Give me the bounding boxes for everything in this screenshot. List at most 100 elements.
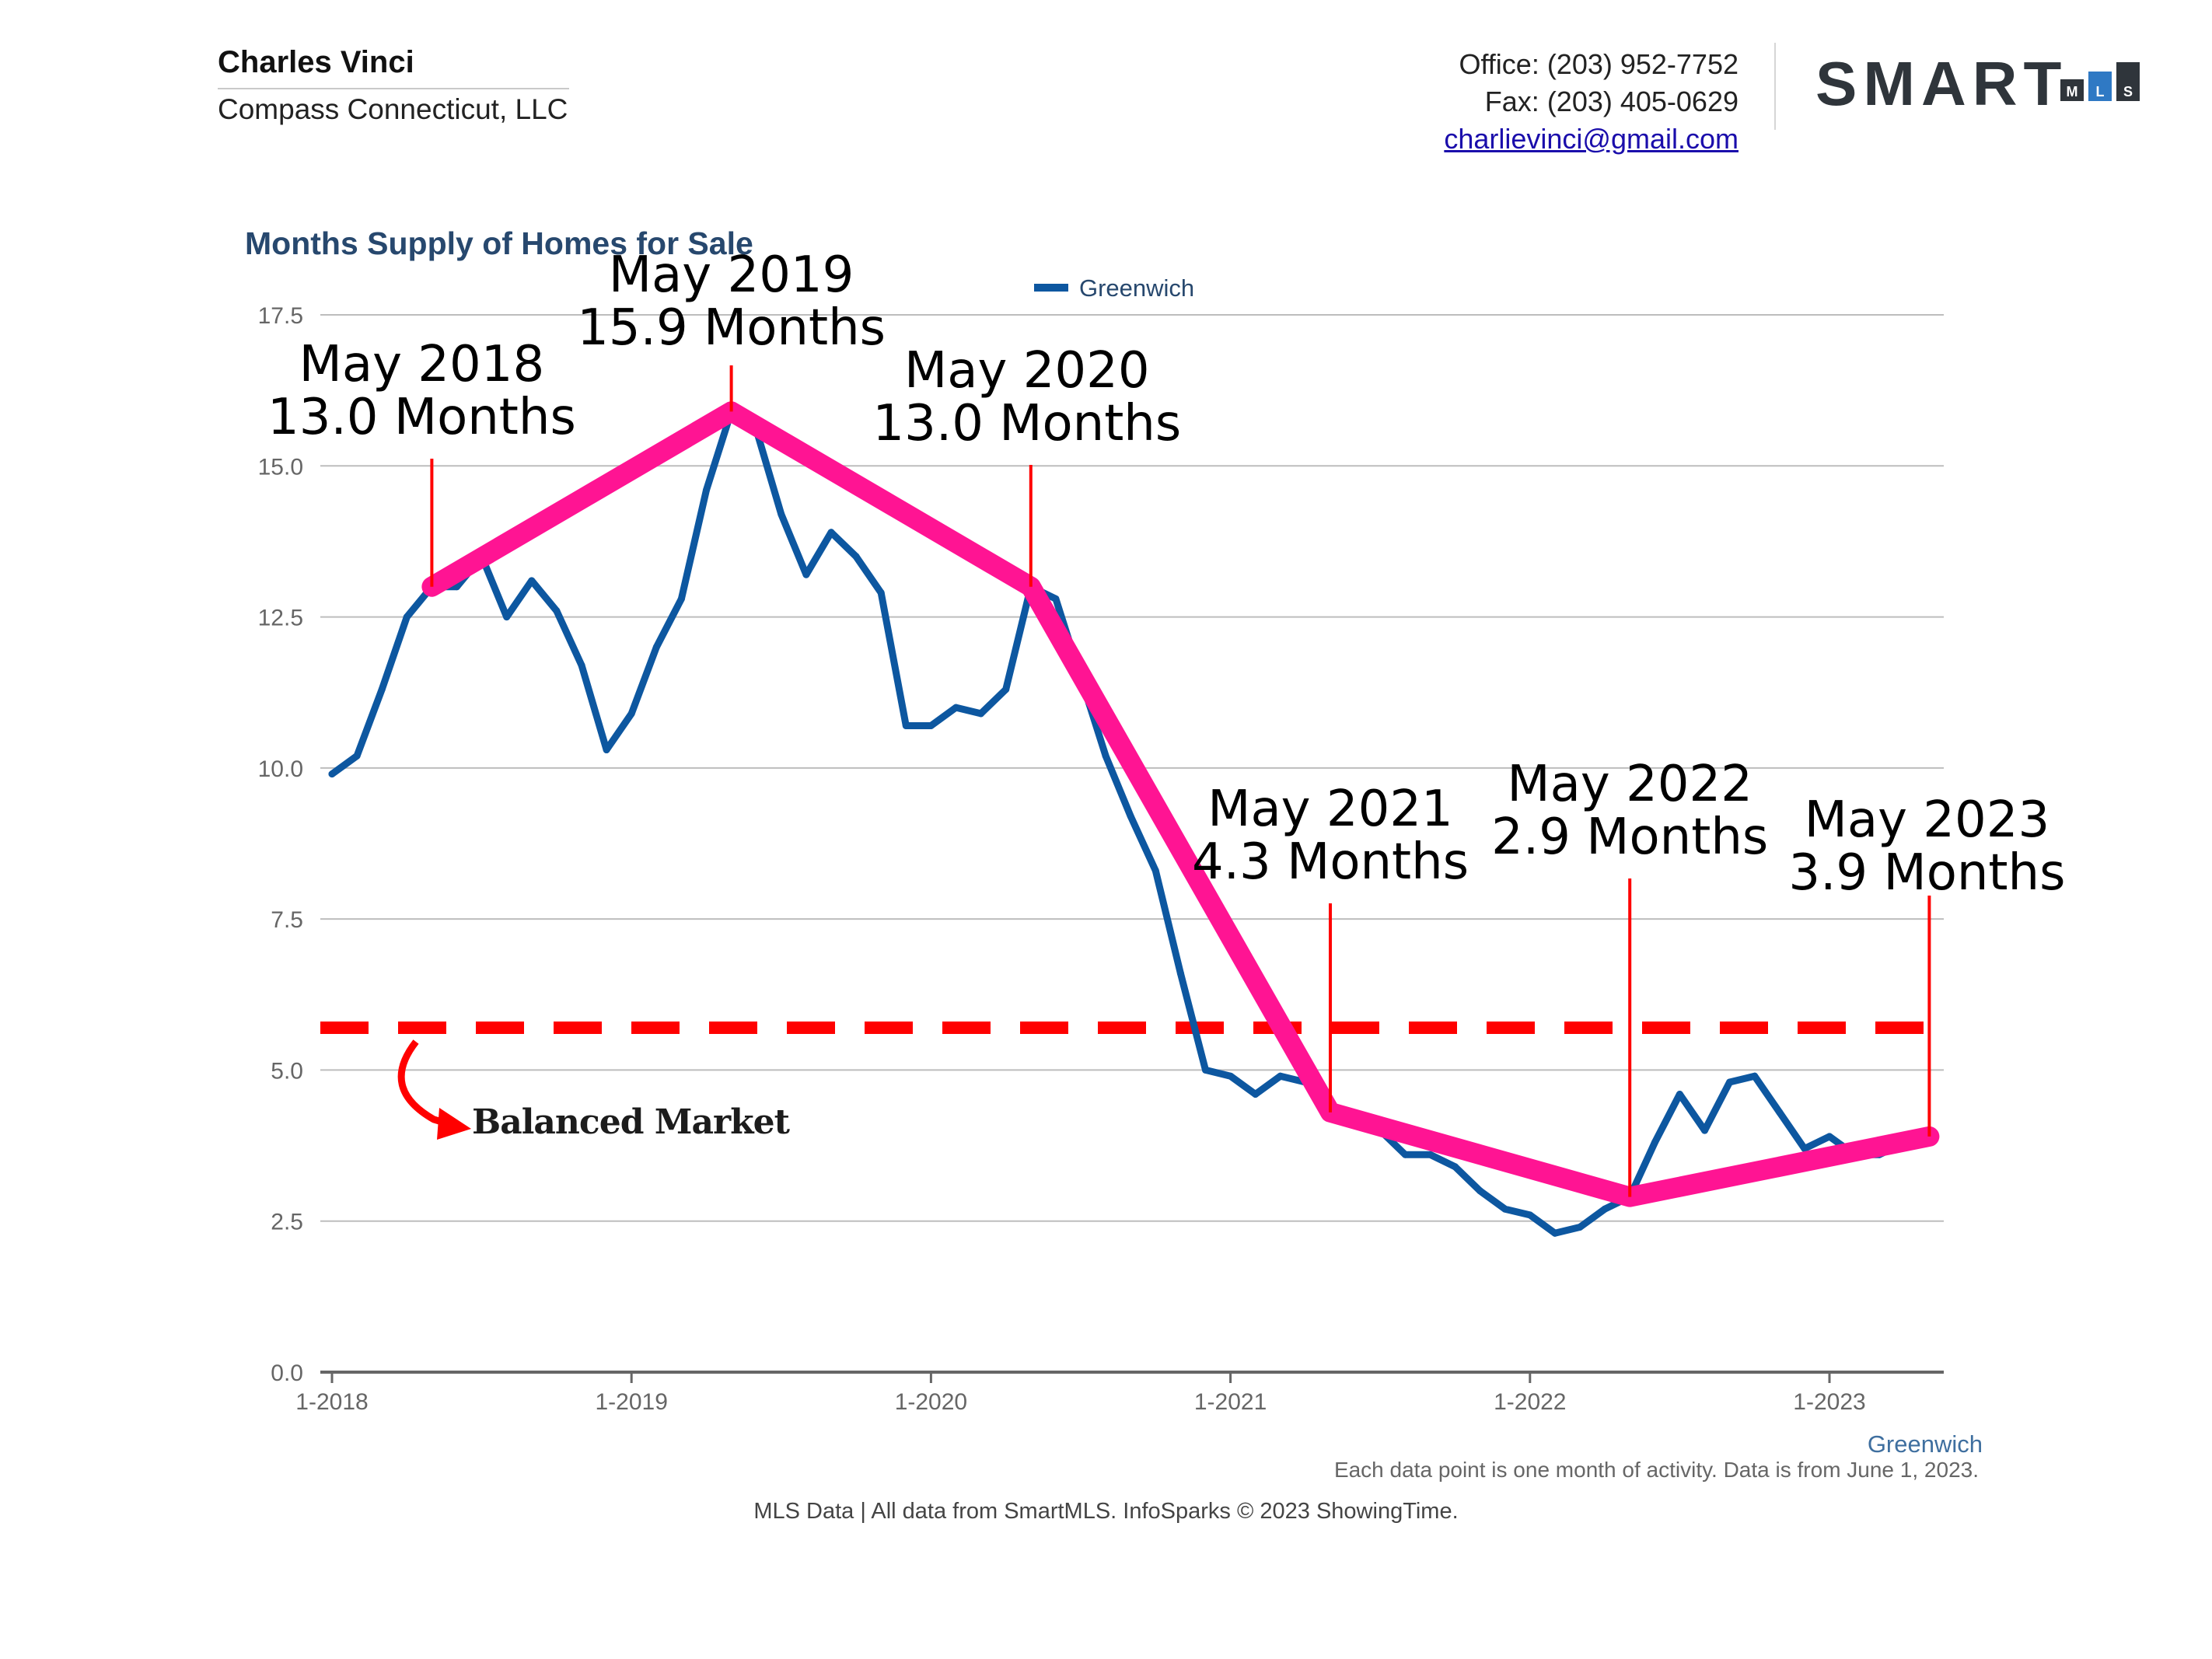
annotation-value: 13.0 Months [872, 395, 1181, 452]
annotation-month: May 2022 [1507, 756, 1752, 813]
y-tick-label: 5.0 [271, 1058, 303, 1084]
data-point [802, 571, 810, 578]
x-tick-label: 1-2019 [595, 1389, 667, 1415]
data-point [1726, 1078, 1734, 1086]
data-point [1826, 1133, 1833, 1140]
legend-layer: Greenwich [1034, 274, 1194, 302]
x-tick-label: 1-2018 [295, 1389, 368, 1415]
data-point [1002, 686, 1010, 693]
annotation-value: 4.3 Months [1192, 833, 1469, 891]
data-point [1476, 1187, 1484, 1195]
data-point [1651, 1139, 1658, 1147]
data-point [1252, 1091, 1260, 1098]
data-point [1526, 1211, 1534, 1219]
data-point [1202, 1066, 1209, 1074]
trend-line [421, 401, 1940, 1207]
y-tick-label: 15.0 [258, 454, 303, 480]
y-tick-label: 10.0 [258, 756, 303, 782]
x-tick-label: 1-2021 [1194, 1389, 1267, 1415]
logo-letter-s: S [2123, 84, 2133, 100]
agent-name: Charles Vinci [218, 45, 414, 79]
data-point [553, 607, 561, 615]
data-point [652, 643, 660, 651]
data-point [1601, 1205, 1609, 1213]
data-point [977, 710, 985, 718]
data-point [827, 529, 835, 536]
x-tick-label: 1-2020 [895, 1389, 967, 1415]
y-tick-label: 17.5 [258, 303, 303, 329]
data-point [328, 770, 336, 778]
y-tick-label: 12.5 [258, 606, 303, 631]
annotation-month: May 2021 [1207, 781, 1453, 838]
data-point [503, 613, 511, 621]
axis-layer: 0.0 2.5 5.0 7.5 10.0 12.5 15.0 17.5 1-2018 1-2019… [258, 303, 1983, 1458]
office-phone: Office: (203) 952-7752 [1459, 48, 1738, 80]
fax-number: Fax: (203) 405-0629 [1484, 86, 1738, 117]
data-point [1176, 969, 1184, 977]
x-tick-label: 1-2022 [1494, 1389, 1566, 1415]
x-axis-label: Greenwich [1868, 1430, 1983, 1458]
annotation-value: 13.0 Months [267, 389, 576, 446]
data-point [403, 613, 411, 621]
balanced-market-layer [320, 1022, 1944, 1140]
data-point [1576, 1223, 1584, 1231]
email-link[interactable]: charlievinci@gmail.com [1444, 123, 1738, 155]
chart-title: Months Supply of Homes for Sale [245, 225, 753, 261]
source-footer: MLS Data | All data from SmartMLS. InfoS… [753, 1499, 1459, 1524]
data-point [1676, 1091, 1683, 1098]
data-point [1452, 1163, 1459, 1171]
annotation-value: 2.9 Months [1491, 809, 1768, 866]
annotation-month: May 2019 [609, 246, 854, 304]
agent-divider [218, 88, 569, 89]
data-point [778, 510, 785, 518]
annotation-value: 15.9 Months [577, 299, 886, 357]
y-tick-label: 2.5 [271, 1210, 303, 1235]
data-point [378, 686, 386, 693]
annotation-month: May 2023 [1805, 791, 2050, 849]
y-tick-label: 7.5 [271, 907, 303, 933]
trend-layer [421, 401, 1940, 1207]
annotation-month: May 2020 [904, 342, 1150, 400]
data-point [528, 577, 536, 585]
data-point [1501, 1205, 1509, 1213]
data-point [1551, 1229, 1559, 1237]
annotation-value: 3.9 Months [1788, 844, 2065, 902]
legend-label-greenwich: Greenwich [1079, 274, 1194, 302]
data-point [603, 746, 610, 754]
data-point [453, 583, 460, 591]
header-divider [1774, 43, 1776, 130]
data-point [1801, 1144, 1808, 1152]
data-point [627, 710, 635, 718]
smart-mls-logo: SMART [1815, 49, 2068, 118]
footnote: Each data point is one month of activity… [1333, 1458, 1979, 1482]
mls-logo-bars-icon: M L S [2060, 62, 2140, 101]
balanced-market-arrowhead-icon [437, 1108, 471, 1140]
data-point [1426, 1151, 1434, 1158]
agent-company: Compass Connecticut, LLC [218, 93, 568, 125]
logo-letter-l: L [2096, 84, 2105, 100]
data-point [1127, 812, 1134, 820]
data-point [578, 662, 585, 669]
data-point [1052, 595, 1060, 602]
balanced-market-arrow [397, 1039, 456, 1130]
data-point [852, 553, 860, 561]
data-point [1227, 1072, 1235, 1080]
data-point [1151, 867, 1159, 875]
data-point [677, 595, 685, 602]
data-point [1401, 1151, 1409, 1158]
data-point [1102, 752, 1109, 760]
y-tick-label: 0.0 [271, 1360, 303, 1386]
data-point [353, 752, 361, 760]
data-point [902, 721, 910, 729]
logo-letter-m: M [2067, 84, 2078, 100]
data-point [1776, 1109, 1784, 1116]
data-point [703, 486, 710, 494]
data-point [952, 704, 959, 711]
data-point [1277, 1072, 1284, 1080]
data-point [927, 721, 935, 729]
annotation-month: May 2018 [299, 336, 545, 393]
data-point [1751, 1072, 1759, 1080]
balanced-market-label: Balanced Market [472, 1102, 790, 1142]
data-point [1701, 1126, 1708, 1134]
